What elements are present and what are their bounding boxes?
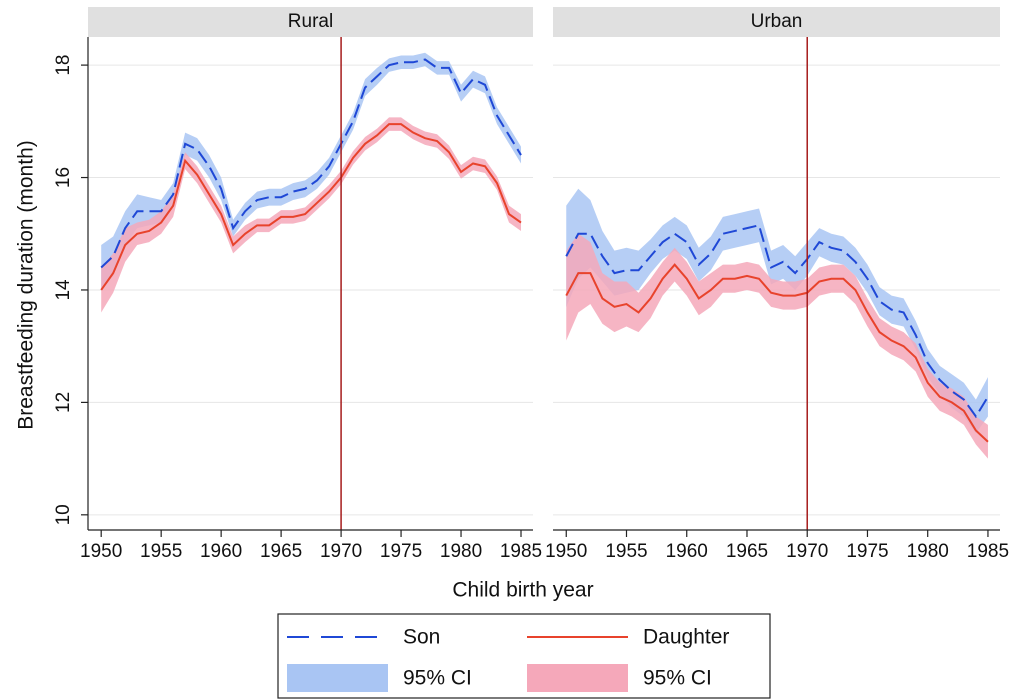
x-tick-label: 1955	[140, 541, 182, 562]
line	[565, 263, 989, 443]
line	[100, 58, 522, 269]
x-tick-label: 1970	[320, 541, 362, 562]
legend-label: 95% CI	[643, 667, 712, 690]
x-tick-label: 1955	[605, 541, 647, 562]
x-axis-label: Child birth year	[452, 579, 593, 602]
ci-band	[101, 52, 522, 290]
x-tick-label: 1965	[726, 541, 768, 562]
x-tick-label: 1980	[907, 541, 949, 562]
y-tick-label: 18	[53, 55, 74, 76]
x-tick-label: 1960	[666, 541, 708, 562]
x-tick-label: 1965	[260, 541, 302, 562]
strip	[553, 7, 1000, 37]
legend-label: Son	[403, 626, 440, 649]
legend-band	[527, 664, 628, 692]
x-tick-label: 1960	[200, 541, 242, 562]
x-tick-label: 1950	[80, 541, 122, 562]
y-tick-label: 10	[53, 504, 74, 525]
line	[565, 224, 989, 419]
panel-title: Urban	[751, 11, 803, 32]
ci-band	[566, 188, 988, 434]
y-axis-label: Breastfeeding duration (month)	[15, 140, 38, 430]
ci-band	[101, 117, 522, 313]
legend-label: 95% CI	[403, 667, 472, 690]
x-tick-label: 1975	[380, 541, 422, 562]
strip	[88, 7, 533, 37]
x-tick-label: 1985	[967, 541, 1009, 562]
panel-title: Rural	[288, 11, 333, 32]
x-tick-label: 1970	[786, 541, 828, 562]
legend-band	[287, 664, 388, 692]
y-tick-label: 16	[53, 167, 74, 188]
x-tick-label: 1985	[500, 541, 542, 562]
x-tick-label: 1980	[440, 541, 482, 562]
legend-label: Daughter	[643, 626, 729, 649]
x-tick-label: 1975	[846, 541, 888, 562]
x-tick-label: 1950	[545, 541, 587, 562]
y-tick-label: 14	[53, 279, 74, 301]
y-tick-label: 12	[53, 392, 74, 413]
line	[100, 123, 522, 291]
